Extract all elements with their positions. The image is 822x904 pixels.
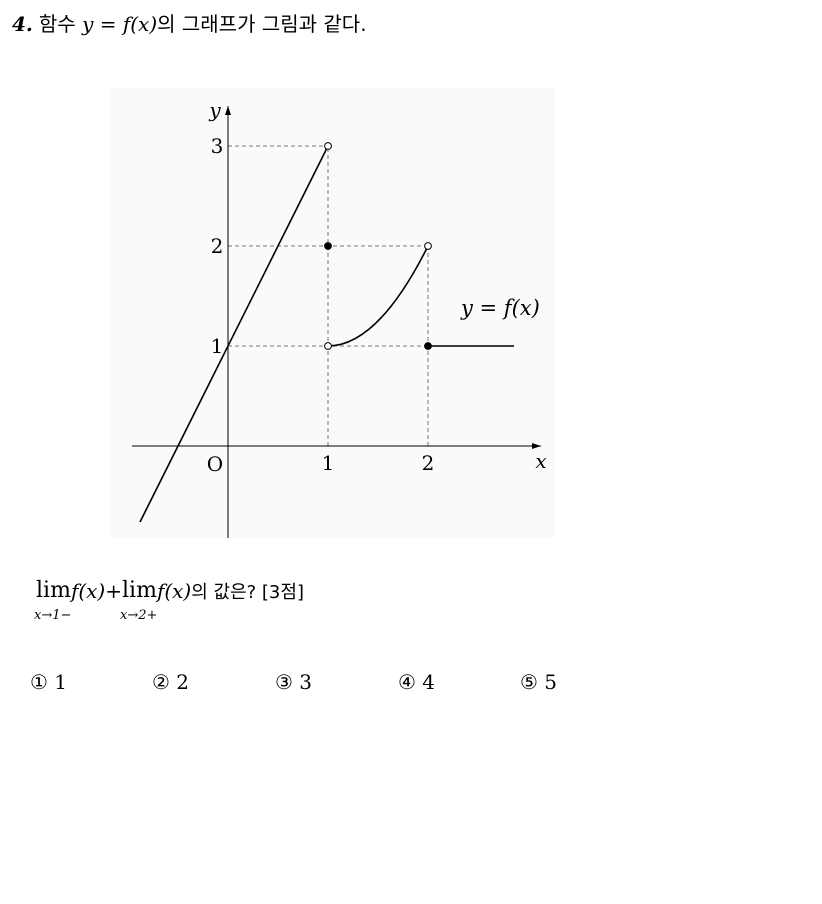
- filled-point-1: [324, 242, 332, 250]
- question-text-suffix: 의 그래프가 그림과 같다.: [157, 12, 367, 36]
- y-tick-label-2: 3: [211, 134, 224, 158]
- lim-function-2: f(x): [156, 579, 192, 603]
- x-tick-label-0: 1: [322, 451, 335, 475]
- choice-5[interactable]: ⑤ 5: [520, 670, 558, 694]
- x-tick-label-1: 2: [422, 451, 435, 475]
- function-graph: 1 2 3 1 2 O x y y = f(x): [110, 88, 555, 538]
- question-number: 4.: [12, 12, 33, 36]
- limit-1: lim x→1−: [34, 578, 71, 623]
- question-text-prefix: 함수: [38, 12, 83, 36]
- y-axis-arrow: [225, 106, 231, 115]
- choice-4[interactable]: ④ 4: [398, 670, 436, 694]
- series-curve-1: [327, 245, 429, 347]
- lim-word-2: lim: [122, 578, 157, 603]
- choice-3[interactable]: ③ 3: [275, 670, 313, 694]
- open-point-2: [324, 342, 332, 350]
- limit-2: lim x→2+: [120, 578, 157, 623]
- limit-question-suffix: 의 값은? [3점]: [191, 582, 304, 603]
- axes: [132, 106, 541, 538]
- open-point-3: [424, 242, 432, 250]
- choice-2[interactable]: ② 2: [152, 670, 190, 694]
- labels-group: 1 2 3 1 2 O x y y = f(x): [207, 98, 547, 476]
- y-tick-label-0: 1: [211, 334, 224, 358]
- origin-label: O: [207, 452, 223, 476]
- lim-subscript-2: x→2+: [120, 608, 158, 623]
- limit-expression: lim x→1− f(x)+ lim x→2+ f(x)의 값은? [3점]: [34, 578, 304, 630]
- graph-annotation: y = f(x): [460, 296, 540, 320]
- plus-sign: +: [105, 579, 122, 603]
- open-point-0: [324, 142, 332, 150]
- y-axis-label: y: [208, 98, 221, 122]
- x-axis-label: x: [535, 449, 546, 473]
- graph-background: [110, 88, 555, 538]
- lim-function-1: f(x): [70, 579, 106, 603]
- lim-word-1: lim: [36, 578, 71, 603]
- lim-subscript-1: x→1−: [34, 608, 72, 623]
- question-stem: 4. 함수 y = f(x)의 그래프가 그림과 같다.: [12, 8, 367, 37]
- series-line-0: [139, 145, 329, 523]
- series-group: [139, 145, 514, 523]
- points-group: [324, 142, 432, 350]
- question-function: y = f(x): [82, 12, 158, 36]
- y-tick-label-1: 2: [211, 234, 224, 258]
- choice-1[interactable]: ① 1: [30, 670, 68, 694]
- filled-point-4: [424, 342, 432, 350]
- x-axis-arrow: [532, 443, 541, 449]
